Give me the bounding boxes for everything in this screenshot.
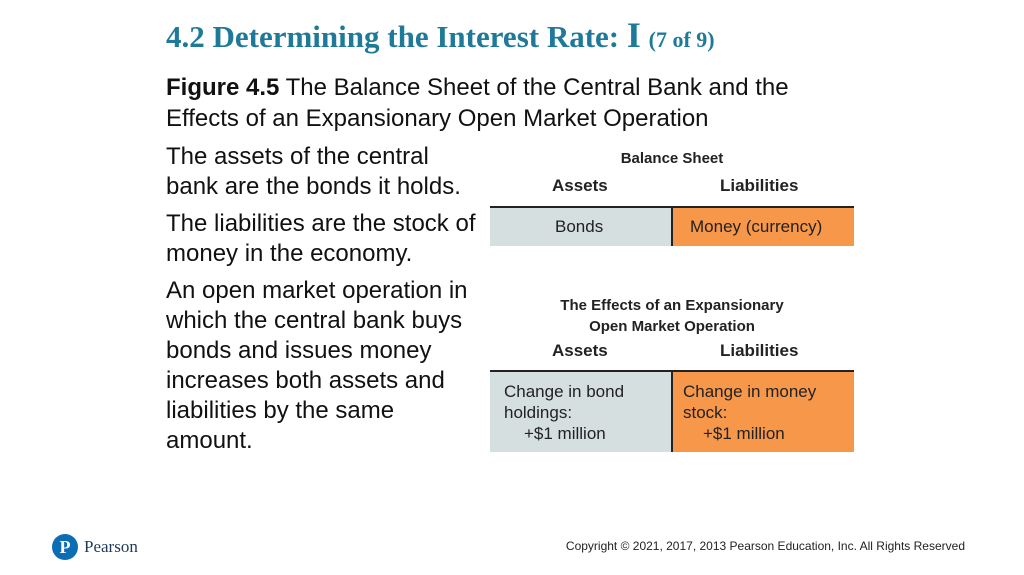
balance-sheet-divider: [671, 208, 673, 246]
pearson-logo: P Pearson: [52, 534, 138, 560]
bullet-item: The assets of the central bank are the b…: [166, 143, 461, 200]
effects-asset-cell: Change in bond holdings: +$1 million: [490, 372, 671, 452]
balance-sheet-liabilities-header: Liabilities: [720, 176, 799, 195]
balance-sheet-asset-cell: Bonds: [490, 208, 671, 246]
effects-liability-value: +$1 million: [703, 424, 785, 443]
figure-label: Figure 4.5: [166, 74, 280, 101]
bullet-list: The assets of the central bank are the b…: [166, 142, 486, 463]
effects-liability-line: stock:: [683, 403, 728, 422]
effects-title: The Effects of an Expansionary Open Mark…: [490, 295, 854, 337]
effects-liabilities-header: Liabilities: [720, 341, 799, 360]
effects-asset-value: +$1 million: [524, 424, 606, 443]
effects-asset-line: holdings:: [504, 403, 573, 422]
pearson-logo-text: Pearson: [84, 537, 138, 556]
slide-title: 4.2 Determining the Interest Rate: I (7 …: [166, 14, 715, 56]
balance-sheet-rule: [490, 206, 854, 208]
figure-caption-text: The Balance Sheet of the Central Bank an…: [166, 74, 789, 132]
effects-assets-header: Assets: [552, 341, 608, 360]
balance-sheet-liability-cell: Money (currency): [673, 208, 854, 246]
effects-rule: [490, 370, 854, 372]
balance-sheet-title: Balance Sheet: [620, 150, 724, 167]
slide-title-main: 4.2 Determining the Interest Rate:: [166, 19, 620, 54]
effects-liability-cell: Change in money stock: +$1 million: [673, 372, 854, 452]
effects-asset-line: Change in bond: [504, 382, 625, 401]
bullet-item: The liabilities are the stock of money i…: [166, 210, 476, 267]
slide-title-suffix: (7 of 9): [648, 27, 715, 52]
slide-title-roman: I: [626, 15, 641, 55]
bullet-item: An open market operation in which the ce…: [166, 277, 468, 454]
copyright-notice: Copyright © 2021, 2017, 2013 Pearson Edu…: [565, 539, 965, 553]
effects-liability-line: Change in money: [683, 382, 817, 401]
pearson-logo-icon: P: [52, 534, 78, 560]
effects-title-line2: Open Market Operation: [589, 318, 755, 335]
effects-divider: [671, 372, 673, 452]
figure-caption: Figure 4.5 The Balance Sheet of the Cent…: [166, 72, 866, 134]
balance-sheet-assets-header: Assets: [552, 176, 608, 195]
effects-title-line1: The Effects of an Expansionary: [560, 297, 784, 314]
